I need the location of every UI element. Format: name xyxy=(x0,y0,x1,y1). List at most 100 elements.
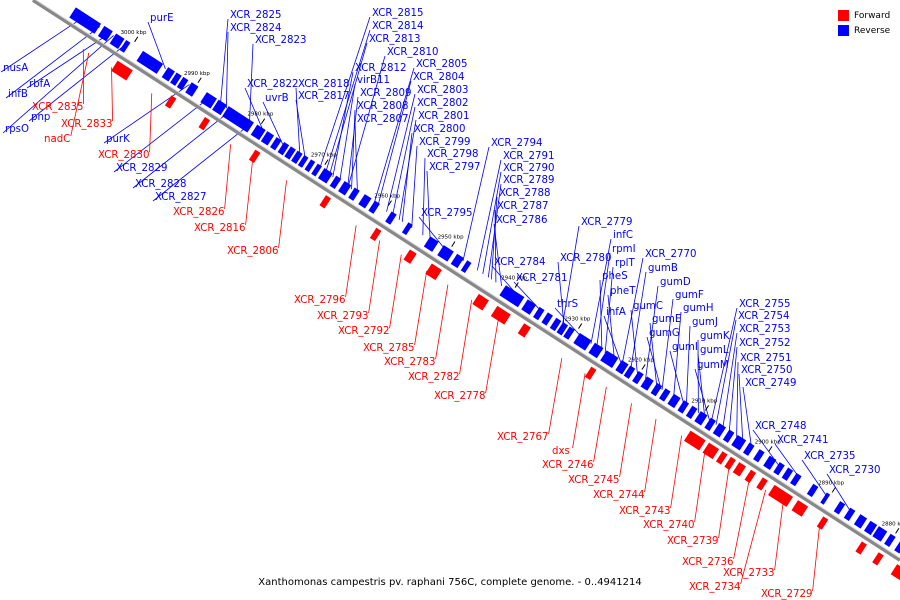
reverse-gene xyxy=(250,124,266,141)
forward-gene xyxy=(724,456,736,471)
leader-line xyxy=(742,386,752,448)
reverse-gene xyxy=(773,462,785,476)
forward-gene xyxy=(490,305,511,325)
reverse-gene xyxy=(532,306,545,321)
leader-line xyxy=(599,279,603,351)
leader-line xyxy=(482,171,502,274)
forward-gene xyxy=(702,442,720,460)
scale-tick-label: 2920 kbp xyxy=(628,358,654,364)
reverse-gene-label: XCR_2815 xyxy=(372,8,423,19)
scale-tick-label: 3000 kbp xyxy=(121,30,147,36)
reverse-gene xyxy=(69,7,102,34)
reverse-gene xyxy=(650,382,663,397)
forward-gene-label: XCR_2736 xyxy=(682,557,733,568)
leader-line xyxy=(646,336,662,390)
reverse-gene-label: infB xyxy=(8,89,28,100)
forward-gene-label: XCR_2743 xyxy=(619,506,670,517)
reverse-gene-label: rplT xyxy=(615,258,635,269)
reverse-gene-label: XCR_2791 xyxy=(503,151,554,162)
forward-gene xyxy=(584,366,597,380)
legend-label-forward: Forward xyxy=(854,10,891,21)
legend-item-reverse: Reverse xyxy=(838,23,890,38)
reverse-gene xyxy=(563,326,575,340)
reverse-gene xyxy=(659,388,671,402)
forward-gene xyxy=(517,323,531,338)
reverse-gene xyxy=(161,67,175,82)
forward-gene-label: XCR_2816 xyxy=(194,223,245,234)
reverse-gene xyxy=(667,393,681,409)
leader-line xyxy=(386,93,416,212)
reverse-gene-label: XCR_2795 xyxy=(421,208,472,219)
reverse-gene-label: XCR_2749 xyxy=(745,378,796,389)
reverse-gene xyxy=(588,342,604,359)
reverse-gene-label: XCR_2780 xyxy=(560,253,611,264)
forward-gene xyxy=(715,451,728,465)
scale-tick-label: 2970 kbp xyxy=(311,153,337,159)
leader-line xyxy=(225,31,229,109)
leader-line xyxy=(590,238,612,344)
reverse-gene xyxy=(329,175,342,189)
forward-gene-label: XCR_2835 xyxy=(32,102,83,113)
leader-line xyxy=(710,307,738,422)
leader-line xyxy=(619,403,632,478)
reverse-gene-label: gumH xyxy=(683,303,714,314)
reverse-gene xyxy=(109,33,125,49)
reverse-gene xyxy=(277,141,290,156)
reverse-gene-label: gumF xyxy=(675,290,704,301)
reverse-gene-label: gumK xyxy=(700,331,730,342)
forward-gene xyxy=(164,95,177,109)
reverse-swatch xyxy=(838,25,849,36)
reverse-gene-label: pheT xyxy=(610,286,636,297)
leader-line xyxy=(603,315,622,364)
forward-gene-label: XCR_2785 xyxy=(363,343,414,354)
leader-line xyxy=(548,358,563,435)
leader-line xyxy=(392,106,416,216)
leader-line xyxy=(411,145,418,228)
scale-tick-label: 2990 kbp xyxy=(184,71,210,77)
leader-line xyxy=(669,350,685,404)
leader-line xyxy=(414,270,428,346)
forward-gene xyxy=(816,516,829,530)
leader-line xyxy=(389,254,402,329)
reverse-gene xyxy=(521,299,537,315)
reverse-gene xyxy=(743,442,755,456)
reverse-gene-label: XCR_2824 xyxy=(230,23,281,34)
leader-line xyxy=(645,285,659,380)
leader-line xyxy=(325,29,371,173)
leader-line xyxy=(774,501,784,571)
leader-line xyxy=(694,450,706,523)
genome-backbone-highlight xyxy=(35,0,900,559)
reverse-gene-label: XCR_2814 xyxy=(372,21,423,32)
reverse-gene xyxy=(450,253,464,269)
reverse-gene-label: virB11 xyxy=(357,75,390,86)
reverse-gene-label: XCR_2784 xyxy=(494,257,545,268)
leader-line xyxy=(718,466,730,539)
reverse-gene xyxy=(753,449,765,463)
leader-line xyxy=(329,42,368,175)
leader-line xyxy=(774,443,801,480)
scale-tick-label: 2890 kbp xyxy=(818,480,844,486)
reverse-gene-label: XCR_2753 xyxy=(739,324,790,335)
leader-line xyxy=(621,257,644,364)
forward-gene xyxy=(319,195,332,209)
leader-line xyxy=(132,110,231,189)
reverse-gene-label: XCR_2808 xyxy=(357,101,408,112)
reverse-gene-label: XCR_2786 xyxy=(496,215,547,226)
scale-tick-mark xyxy=(134,36,139,43)
scale-ticks: 3000 kbp 2990 kbp 2980 kbp 2970 kbp 2960 kbp… xyxy=(121,30,900,534)
forward-gene-label: XCR_2729 xyxy=(761,589,812,600)
leader-line xyxy=(715,319,737,425)
forward-gene xyxy=(756,477,768,491)
scale-tick-mark xyxy=(768,446,773,452)
leader-line xyxy=(694,368,710,421)
scale-tick-label: 2900 kbp xyxy=(755,439,781,445)
reverse-gene xyxy=(176,76,189,91)
leader-line xyxy=(373,67,415,204)
reverse-gene-label: XCR_2805 xyxy=(416,59,467,70)
reverse-gene xyxy=(212,99,228,116)
forward-gene xyxy=(855,541,867,555)
leader-line xyxy=(661,298,674,390)
forward-gene xyxy=(872,552,884,566)
reverse-gene-label: XCR_2788 xyxy=(499,188,550,199)
